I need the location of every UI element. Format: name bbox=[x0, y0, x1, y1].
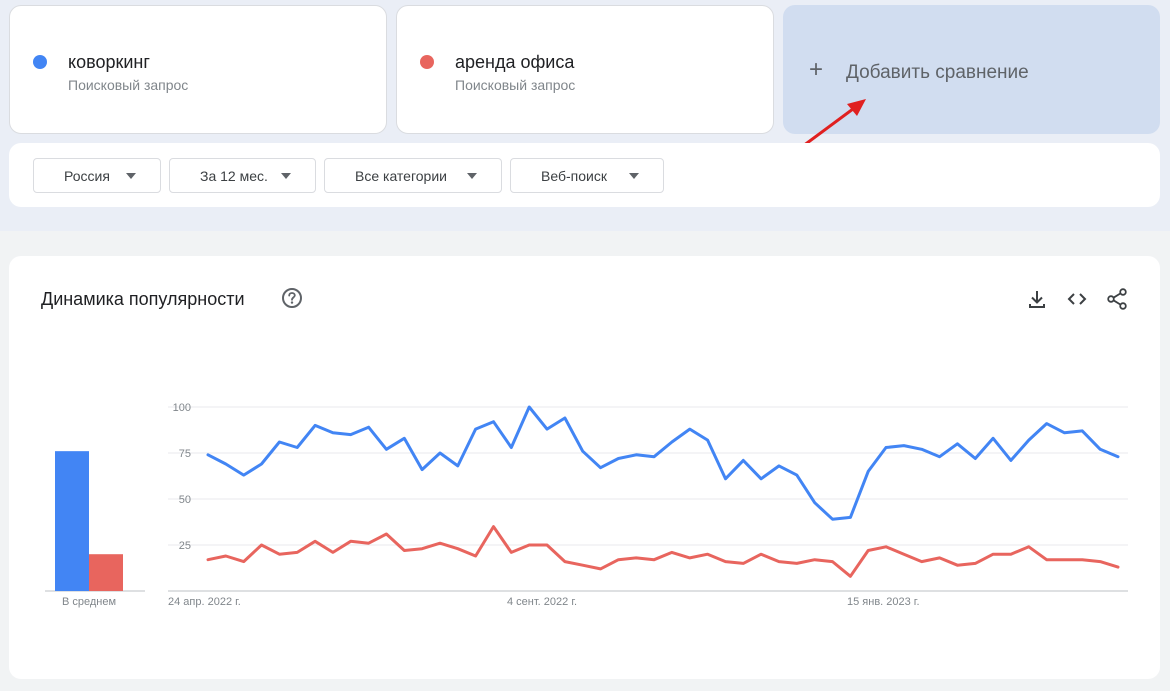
average-label: В среднем bbox=[62, 596, 116, 608]
x-tick-label: 4 сент. 2022 г. bbox=[507, 596, 577, 608]
term-color-dot bbox=[420, 55, 434, 69]
download-icon[interactable] bbox=[1025, 287, 1049, 311]
category-value: Все категории bbox=[355, 167, 447, 184]
dropdown-arrow-icon bbox=[126, 173, 136, 179]
y-tick-label: 75 bbox=[179, 448, 191, 460]
term-type-label: Поисковый запрос bbox=[68, 77, 189, 93]
y-tick-label: 100 bbox=[173, 402, 191, 414]
dropdown-arrow-icon bbox=[467, 173, 477, 179]
share-icon[interactable] bbox=[1105, 287, 1129, 311]
series-line-coworking bbox=[206, 405, 1120, 521]
average-bar-coworking bbox=[55, 451, 89, 591]
filters-bar: Россия За 12 мес. Все категории Веб-поис… bbox=[9, 143, 1160, 207]
region-dropdown[interactable]: Россия bbox=[33, 158, 161, 193]
help-icon[interactable] bbox=[281, 287, 303, 309]
series-line-office-rent bbox=[206, 525, 1120, 578]
embed-icon[interactable] bbox=[1065, 287, 1089, 311]
panel-title: Динамика популярности bbox=[41, 289, 245, 309]
interest-chart: 100 75 50 25 В среднем 24 апр. 2022 г. 4 сент.… bbox=[45, 402, 1128, 608]
search-type-value: Веб-поиск bbox=[541, 167, 607, 184]
term-type-label: Поисковый запрос bbox=[455, 77, 576, 93]
y-tick-label: 25 bbox=[179, 540, 191, 552]
search-type-dropdown[interactable]: Веб-поиск bbox=[510, 158, 664, 193]
term-label[interactable]: коворкинг bbox=[68, 52, 150, 72]
dropdown-arrow-icon bbox=[629, 173, 639, 179]
average-bar-office-rent bbox=[89, 554, 123, 591]
category-dropdown[interactable]: Все категории bbox=[324, 158, 502, 193]
x-tick-label: 24 апр. 2022 г. bbox=[168, 596, 241, 608]
term-card-2[interactable]: аренда офиса Поисковый запрос bbox=[396, 5, 774, 134]
term-card-1[interactable]: коворкинг Поисковый запрос bbox=[9, 5, 387, 134]
annotation-arrow bbox=[801, 99, 866, 148]
interest-over-time-panel: Динамика популярности 100 75 50 25 В среднем… bbox=[9, 256, 1160, 679]
term-label[interactable]: аренда офиса bbox=[455, 52, 575, 72]
x-tick-label: 15 янв. 2023 г. bbox=[847, 596, 920, 608]
add-comparison-label: Добавить сравнение bbox=[846, 62, 1029, 83]
plus-icon: + bbox=[809, 56, 824, 83]
y-tick-label: 50 bbox=[179, 494, 191, 506]
dropdown-arrow-icon bbox=[281, 173, 291, 179]
period-value: За 12 мес. bbox=[200, 167, 268, 184]
term-color-dot bbox=[33, 55, 47, 69]
region-value: Россия bbox=[64, 167, 110, 184]
period-dropdown[interactable]: За 12 мес. bbox=[169, 158, 316, 193]
